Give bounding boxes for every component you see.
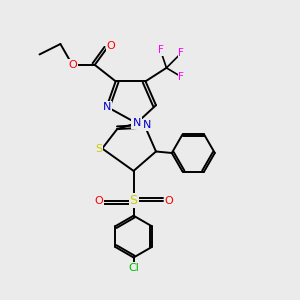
Text: O: O (68, 60, 77, 70)
Text: F: F (178, 48, 184, 58)
Text: O: O (94, 196, 103, 206)
Text: N: N (132, 118, 141, 128)
Text: Cl: Cl (128, 263, 139, 273)
Text: N: N (143, 120, 152, 130)
Text: O: O (164, 196, 173, 206)
Text: N: N (103, 102, 111, 112)
Text: F: F (158, 45, 164, 55)
Text: O: O (107, 41, 116, 51)
Text: F: F (178, 72, 184, 82)
Text: S: S (130, 194, 138, 207)
Text: S: S (95, 143, 102, 154)
